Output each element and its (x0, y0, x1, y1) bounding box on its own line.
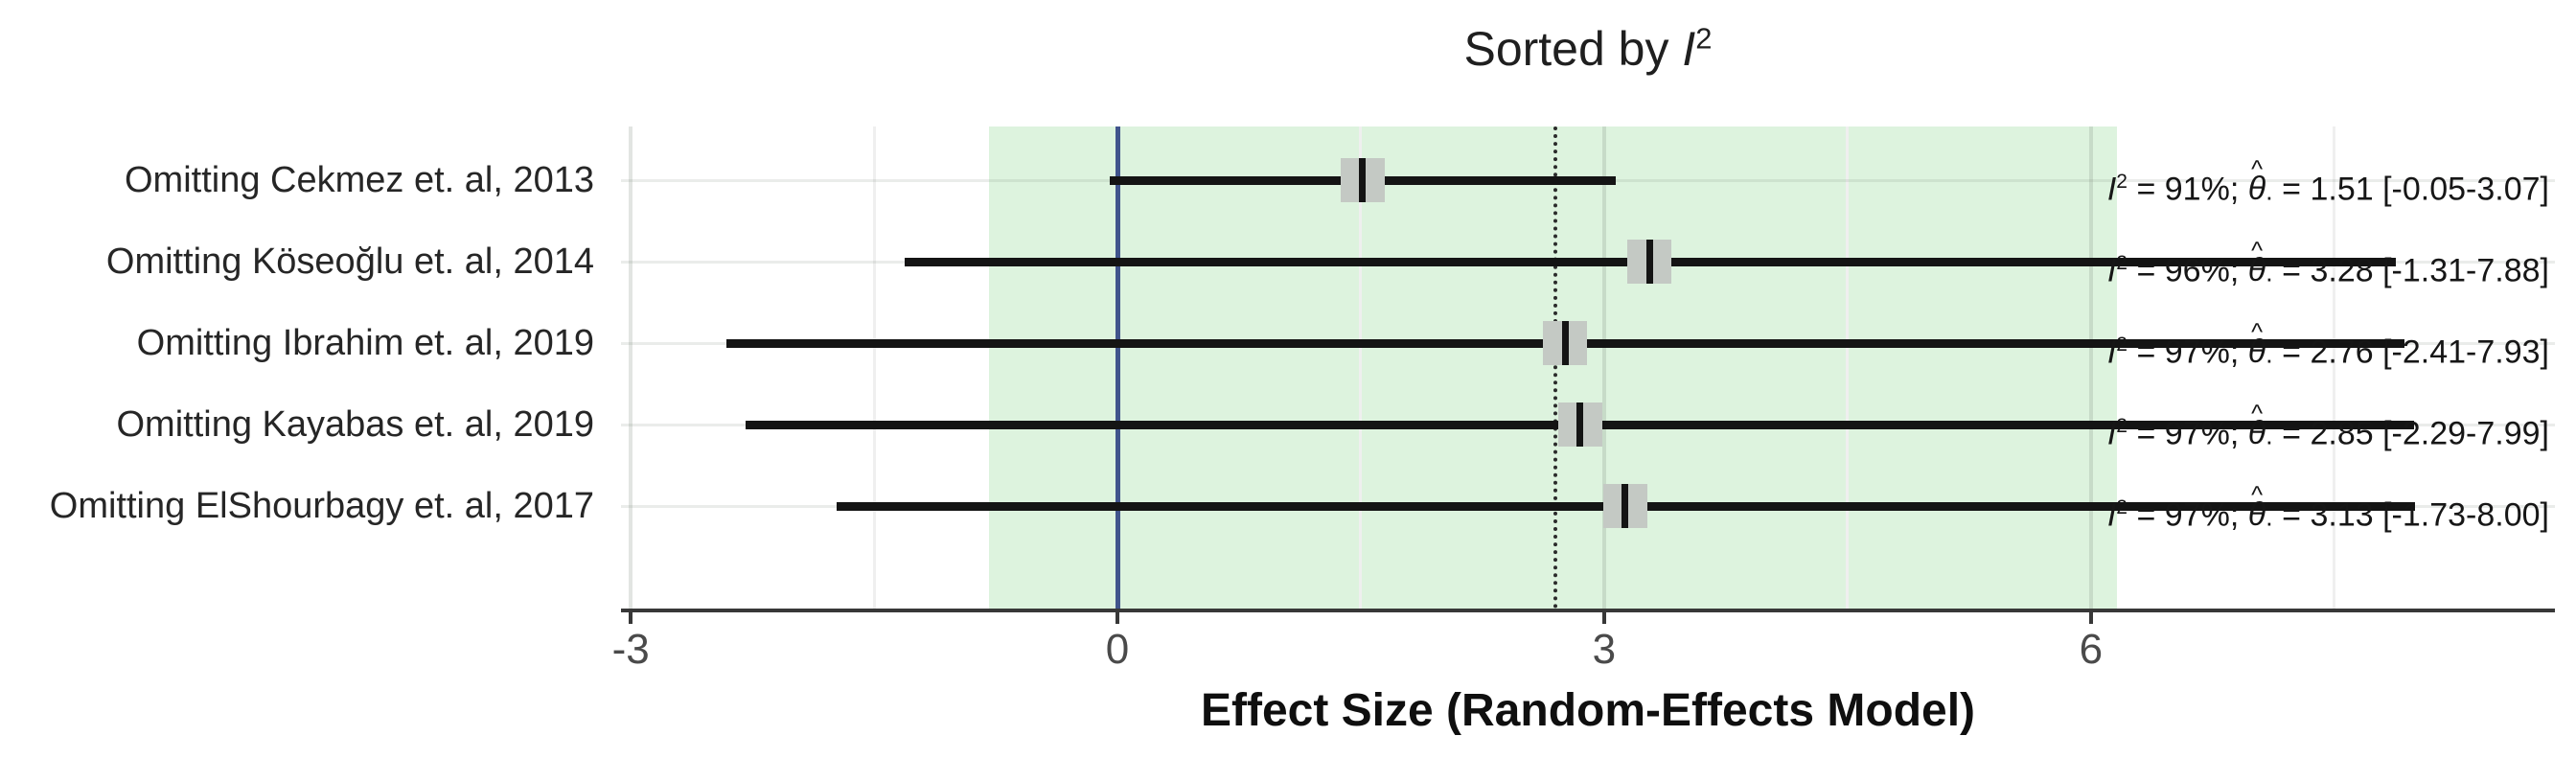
i-squared-exponent: 2 (2116, 496, 2128, 518)
minor-gridline (872, 126, 876, 609)
i-squared-value: = 97%; (2128, 496, 2248, 534)
minor-gridline (2333, 126, 2336, 609)
plot-panel (621, 126, 2555, 609)
theta-subscript-dot: . (2266, 257, 2273, 288)
i-squared-value: = 97%; (2128, 334, 2248, 371)
study-label: Omitting Kayabas et. al, 2019 (116, 404, 594, 445)
theta-hat-symbol: θ ^ (2247, 481, 2266, 534)
i-squared-exponent: 2 (2116, 171, 2128, 193)
i-squared-symbol: I (2106, 334, 2117, 371)
confidence-interval: [-2.29-7.99] (2382, 415, 2549, 452)
estimate-tick-marker (1576, 402, 1584, 447)
x-axis-tick-label: 0 (1105, 626, 1130, 673)
theta-hat-symbol: θ ^ (2247, 318, 2266, 371)
x-axis-line (621, 609, 2555, 612)
theta-subscript-dot: . (2266, 338, 2273, 369)
i-squared-symbol: I (2106, 496, 2117, 534)
x-axis-tick (1601, 610, 1606, 624)
reference-line-zero (1115, 126, 1120, 609)
chart-title: Sorted by I2 (621, 21, 2555, 77)
hat-accent: ^ (2250, 318, 2263, 346)
major-gridline (629, 126, 633, 609)
estimate-tick-marker (1359, 158, 1367, 202)
row-annotation: I2 = 96%; θ ^. = 3.28 [-1.31-7.88] (2106, 237, 2549, 289)
row-annotation: I2 = 97%; θ ^. = 2.85 [-2.29-7.99] (2106, 400, 2549, 452)
study-label: Omitting ElShourbagy et. al, 2017 (49, 486, 594, 526)
theta-hat-symbol: θ ^ (2247, 400, 2266, 452)
x-axis-tick-label: 3 (1592, 626, 1617, 673)
estimate-value: = 2.76 (2272, 334, 2383, 371)
estimate-value: = 1.51 (2272, 171, 2383, 208)
hat-accent: ^ (2250, 481, 2263, 509)
row-annotation: I2 = 97%; θ ^. = 3.13 [-1.73-8.00] (2106, 481, 2549, 534)
i-squared-value: = 97%; (2128, 415, 2248, 452)
x-axis-title: Effect Size (Random-Effects Model) (1200, 685, 1976, 736)
x-axis-tick (1116, 610, 1120, 624)
confidence-interval: [-1.73-8.00] (2382, 496, 2549, 534)
study-label: Omitting Ibrahim et. al, 2019 (136, 323, 594, 363)
estimate-value: = 3.28 (2272, 252, 2383, 289)
estimate-tick-marker (1561, 321, 1569, 365)
i-squared-symbol: I (2106, 171, 2117, 208)
estimate-value: = 3.13 (2272, 496, 2383, 534)
estimate-tick-marker (1645, 240, 1653, 284)
theta-hat-symbol: θ ^ (2247, 237, 2266, 289)
i-squared-symbol: I (2106, 415, 2117, 452)
i-squared-value: = 91%; (2128, 171, 2248, 208)
i-squared-symbol: I (1682, 22, 1696, 76)
x-axis-tick-label: 6 (2079, 626, 2104, 673)
minor-gridline (1846, 126, 1850, 609)
confidence-interval: [-1.31-7.88] (2382, 252, 2549, 289)
i-squared-exponent: 2 (2116, 252, 2128, 274)
minor-gridline (1359, 126, 1363, 609)
x-axis-tick (629, 610, 633, 624)
i-squared-exponent: 2 (2116, 334, 2128, 356)
estimate-value: = 2.85 (2272, 415, 2383, 452)
theta-subscript-dot: . (2266, 501, 2273, 532)
row-annotation: I2 = 97%; θ ^. = 2.76 [-2.41-7.93] (2106, 318, 2549, 371)
theta-subscript-dot: . (2266, 175, 2273, 206)
major-gridline (1601, 126, 1606, 609)
i-squared-exponent: 2 (2116, 415, 2128, 437)
i-squared-exponent: 2 (1695, 21, 1713, 56)
i-squared-value: = 96%; (2128, 252, 2248, 289)
estimate-tick-marker (1622, 484, 1629, 528)
major-gridline (2088, 126, 2093, 609)
theta-hat-symbol: θ ^ (2247, 155, 2266, 208)
study-label: Omitting Cekmez et. al, 2013 (125, 160, 594, 200)
hat-accent: ^ (2250, 237, 2263, 264)
x-axis-tick (2088, 610, 2093, 624)
overall-ci-band (989, 126, 2117, 609)
row-annotation: I2 = 91%; θ ^. = 1.51 [-0.05-3.07] (2106, 155, 2549, 208)
confidence-interval: [-0.05-3.07] (2382, 171, 2549, 208)
x-axis-tick-label: -3 (611, 626, 650, 673)
hat-accent: ^ (2250, 155, 2263, 183)
hat-accent: ^ (2250, 400, 2263, 427)
i-squared-symbol: I (2106, 252, 2117, 289)
confidence-interval: [-2.41-7.93] (2382, 334, 2549, 371)
overall-estimate-dotted-line (1553, 126, 1558, 609)
study-label: Omitting Köseoğlu et. al, 2014 (105, 242, 594, 282)
theta-subscript-dot: . (2266, 420, 2273, 450)
chart-title-text: Sorted by (1463, 22, 1683, 76)
